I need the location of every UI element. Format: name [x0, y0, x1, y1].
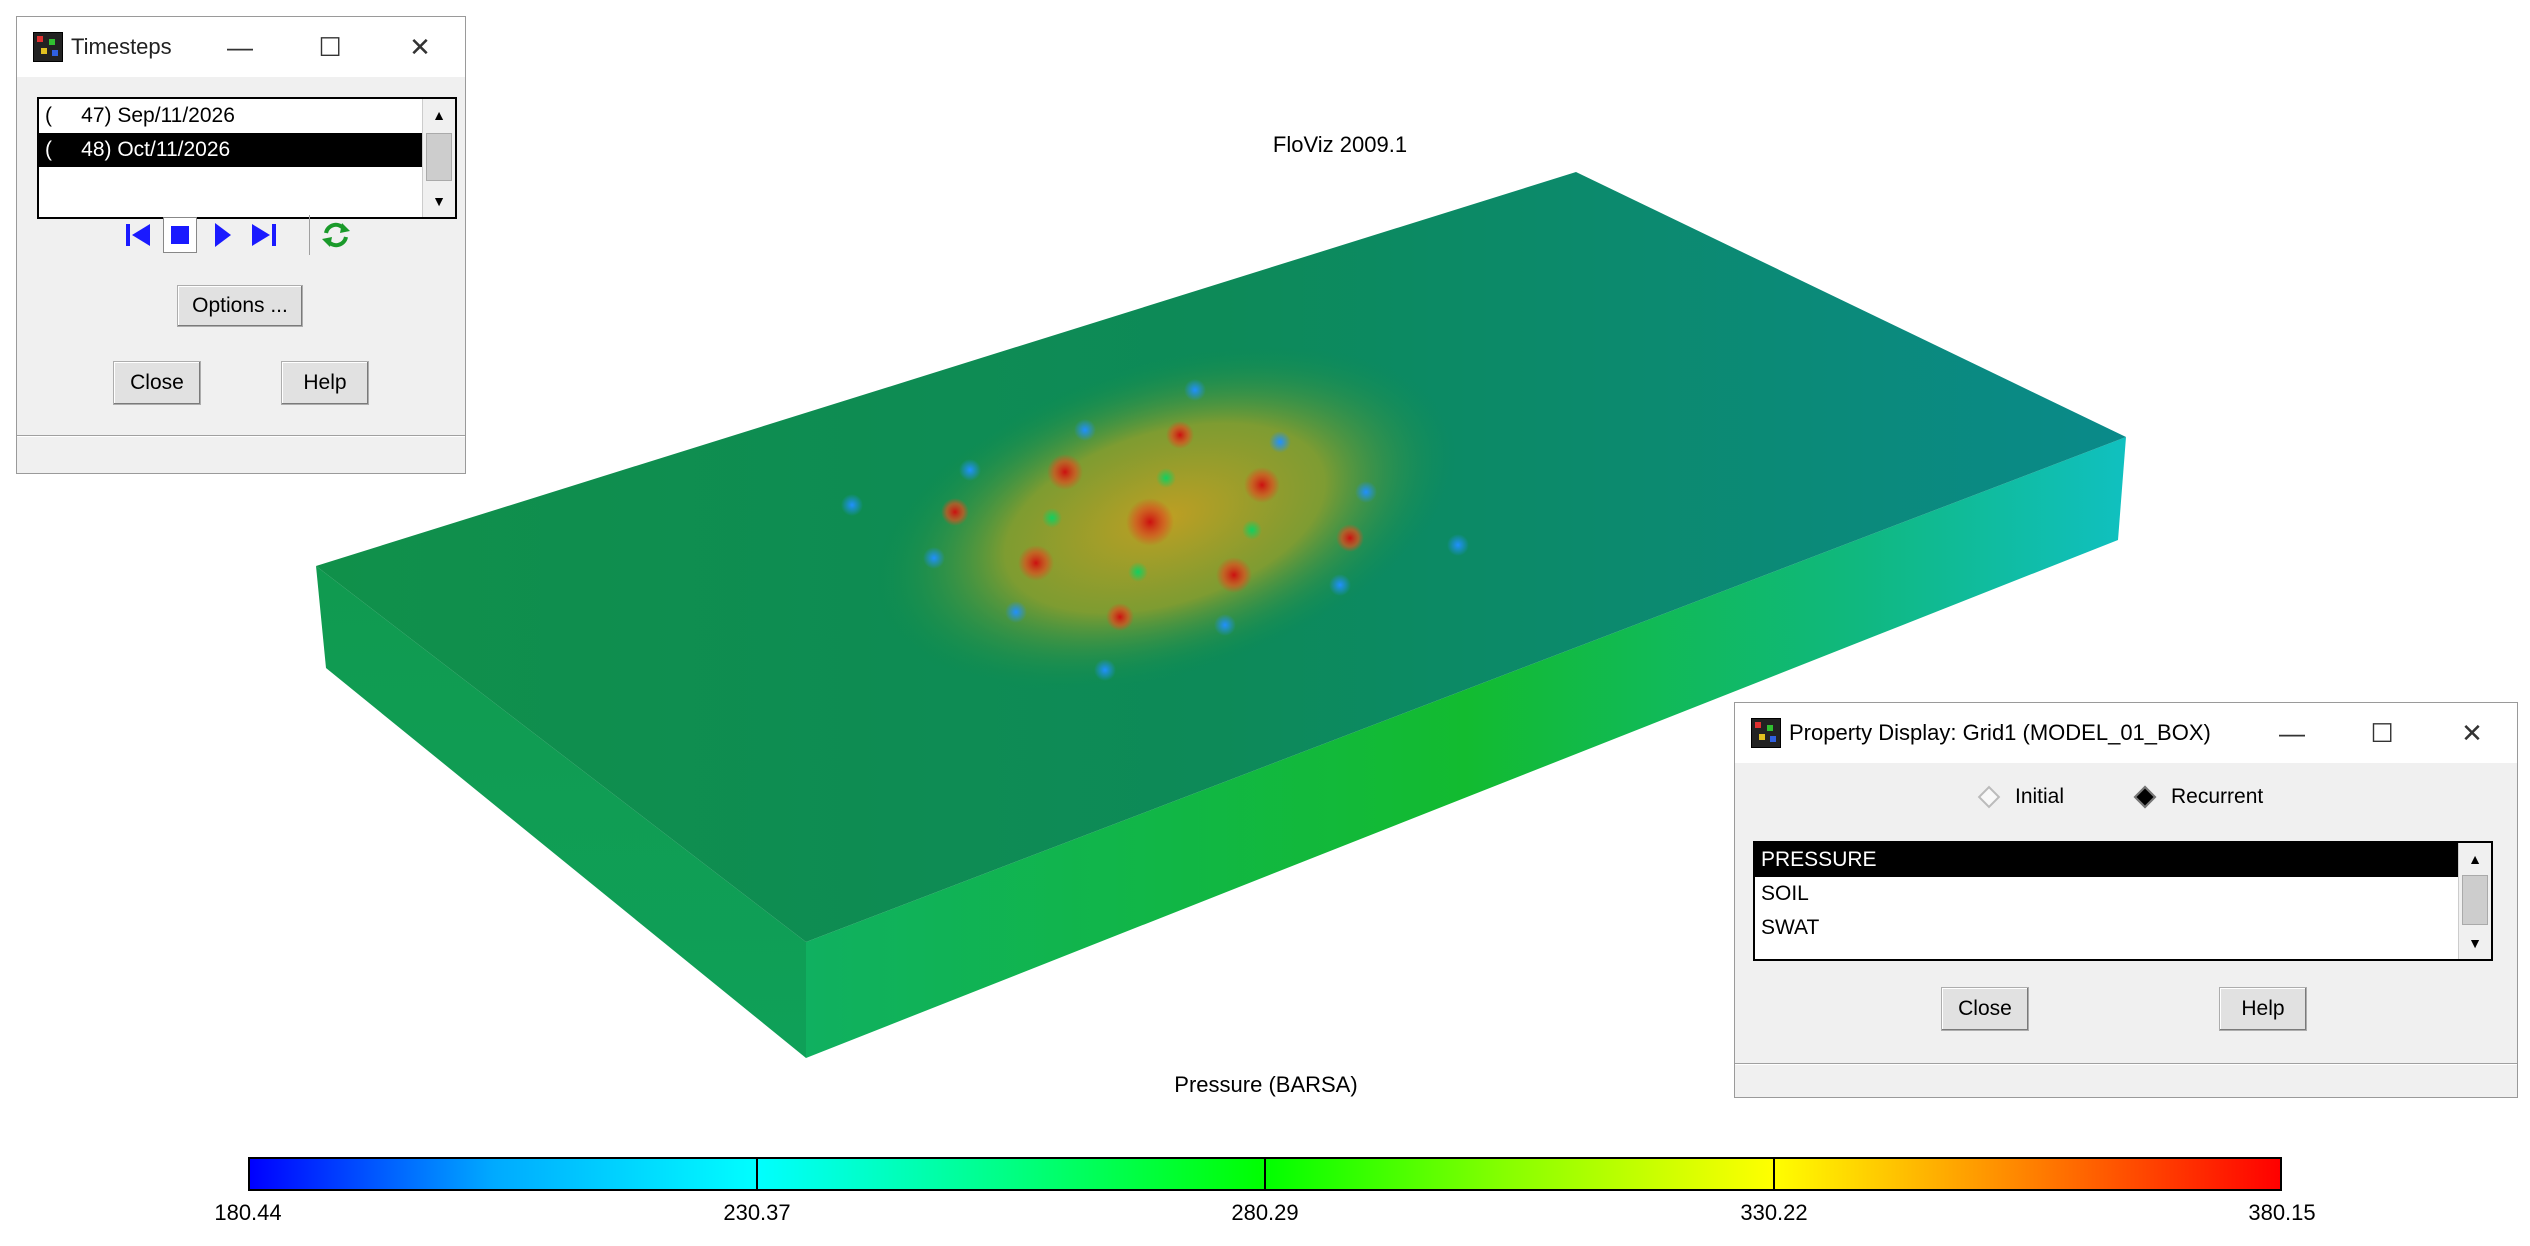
- color-scale-label: 330.22: [1740, 1200, 1808, 1225]
- last-frame-icon[interactable]: [247, 217, 281, 253]
- scroll-thumb[interactable]: [2462, 875, 2488, 925]
- property-item[interactable]: SWAT: [1761, 916, 1820, 939]
- color-scale-tick: [756, 1157, 758, 1191]
- options-button[interactable]: Options ...: [177, 285, 303, 327]
- property-list-scrollbar[interactable]: ▲ ▼: [2458, 843, 2491, 959]
- property-titlebar[interactable]: Property Display: Grid1 (MODEL_01_BOX) —…: [1735, 703, 2517, 763]
- property-list[interactable]: PRESSURE SOIL SWAT ▲ ▼: [1753, 841, 2493, 961]
- color-scale-tick: [1773, 1157, 1775, 1191]
- scroll-down-arrow-icon[interactable]: ▼: [2459, 927, 2491, 959]
- maximize-button[interactable]: ☐: [318, 31, 342, 62]
- status-bar: [1735, 1063, 2517, 1094]
- model-front-face: [806, 437, 2126, 1058]
- well-markers: [841, 379, 1469, 681]
- radio-initial-label: Initial: [2015, 785, 2065, 808]
- radio-recurrent[interactable]: Recurrent: [2133, 785, 2264, 809]
- radio-initial-indicator: [1977, 785, 2001, 809]
- property-title: Property Display: Grid1 (MODEL_01_BOX): [1789, 720, 2211, 745]
- radio-initial[interactable]: Initial: [1977, 785, 2065, 809]
- scroll-up-arrow-icon[interactable]: ▲: [2459, 843, 2491, 875]
- timestep-list-scrollbar[interactable]: ▲ ▼: [422, 99, 455, 217]
- app-icon: [1751, 718, 1781, 748]
- viewport-title: FloViz 2009.1: [1272, 132, 1408, 157]
- radio-recurrent-indicator: [2133, 785, 2157, 809]
- close-window-button[interactable]: ✕: [2461, 717, 2483, 748]
- loop-icon[interactable]: [319, 217, 353, 253]
- close-button[interactable]: Close: [1941, 987, 2029, 1031]
- scroll-up-arrow-icon[interactable]: ▲: [423, 99, 455, 131]
- radio-recurrent-label: Recurrent: [2171, 785, 2264, 808]
- minimize-button[interactable]: —: [2279, 717, 2305, 748]
- property-display-window: Property Display: Grid1 (MODEL_01_BOX) —…: [1734, 702, 2518, 1098]
- minimize-button[interactable]: —: [227, 31, 253, 62]
- timesteps-titlebar[interactable]: Timesteps — ☐ ✕: [17, 17, 465, 77]
- close-window-button[interactable]: ✕: [409, 31, 431, 62]
- scroll-thumb[interactable]: [426, 133, 452, 181]
- stop-icon[interactable]: [163, 217, 197, 253]
- model-left-face: [316, 566, 806, 1058]
- timesteps-title: Timesteps: [71, 34, 172, 59]
- maximize-button[interactable]: ☐: [2370, 717, 2394, 748]
- timestep-item-selected[interactable]: ( 48) Oct/11/2026: [39, 133, 455, 167]
- color-scale-label: 280.29: [1231, 1200, 1299, 1225]
- timesteps-window: Timesteps — ☐ ✕ ( 47) Sep/11/2026 ( 48) …: [16, 16, 466, 474]
- status-bar: [17, 435, 465, 466]
- help-button[interactable]: Help: [2219, 987, 2307, 1031]
- help-button[interactable]: Help: [281, 361, 369, 405]
- first-frame-icon[interactable]: [121, 217, 155, 253]
- toolbar-separator: [309, 215, 310, 255]
- legend-title: Pressure (BARSA): [1174, 1072, 1358, 1097]
- app-icon: [33, 32, 63, 62]
- color-scale-label-max: 380.15: [2248, 1200, 2316, 1225]
- scroll-down-arrow-icon[interactable]: ▼: [423, 185, 455, 217]
- property-item-selected[interactable]: PRESSURE: [1755, 843, 2491, 877]
- color-scale-tick: [1264, 1157, 1266, 1191]
- color-scale-label: 230.37: [723, 1200, 791, 1225]
- play-icon[interactable]: [205, 217, 239, 253]
- timestep-list[interactable]: ( 47) Sep/11/2026 ( 48) Oct/11/2026 ▲ ▼: [37, 97, 457, 219]
- property-item[interactable]: SOIL: [1761, 882, 1809, 905]
- color-scale-label-min: 180.44: [214, 1200, 282, 1225]
- close-button[interactable]: Close: [113, 361, 201, 405]
- timestep-item[interactable]: ( 47) Sep/11/2026: [45, 104, 235, 127]
